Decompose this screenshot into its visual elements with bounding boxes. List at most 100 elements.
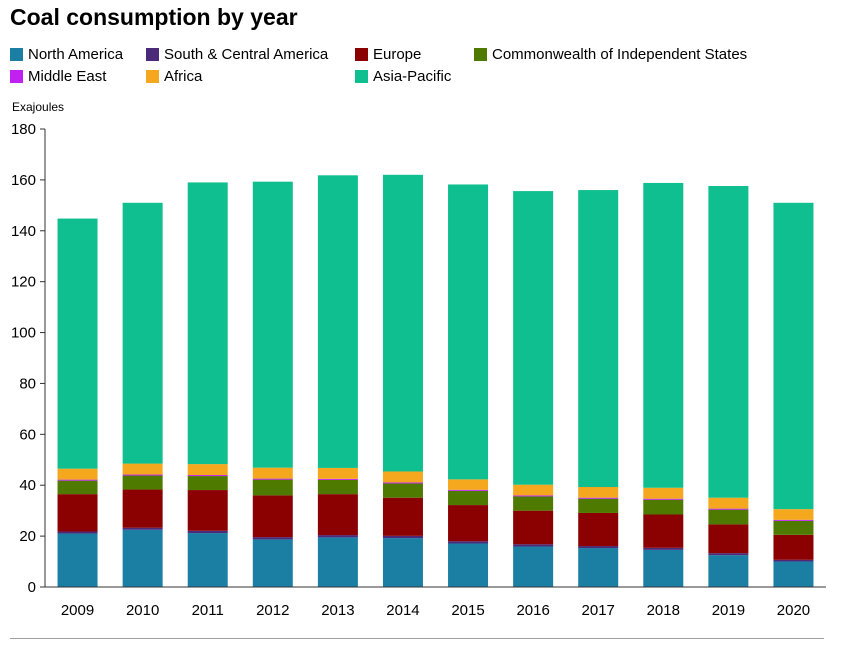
x-tick-label: 2011 bbox=[192, 602, 224, 619]
bar-segment-2010-0 bbox=[122, 529, 163, 587]
bar-segment-2009-2 bbox=[57, 494, 98, 532]
bar-segment-2017-5 bbox=[578, 487, 619, 498]
bar-segment-2013-4 bbox=[317, 478, 358, 480]
y-tick-label: 20 bbox=[19, 528, 36, 545]
x-tick-label: 2013 bbox=[321, 602, 354, 619]
legend-label: Commonwealth of Independent States bbox=[492, 46, 748, 63]
bar-segment-2016-1 bbox=[513, 544, 554, 547]
bar-segment-2011-5 bbox=[187, 464, 228, 476]
bar-segment-2011-6 bbox=[187, 182, 228, 465]
legend-label: North America bbox=[28, 46, 124, 63]
bar-segment-2016-3 bbox=[513, 496, 554, 511]
bar-segment-2012-0 bbox=[252, 539, 293, 587]
bar-segment-2015-5 bbox=[448, 479, 489, 490]
bar-segment-2015-6 bbox=[448, 184, 489, 480]
legend-swatch bbox=[146, 70, 159, 83]
bar-segment-2011-2 bbox=[187, 490, 228, 531]
bar-segment-2010-3 bbox=[122, 475, 163, 490]
legend-swatch bbox=[355, 70, 368, 83]
legend-swatch bbox=[10, 48, 23, 61]
bar-segment-2017-6 bbox=[578, 190, 619, 488]
x-tick-label: 2017 bbox=[582, 602, 615, 619]
bar-segment-2009-1 bbox=[57, 531, 98, 534]
bar-segment-2015-2 bbox=[448, 505, 489, 542]
y-tick-label: 80 bbox=[19, 375, 36, 392]
y-tick-label: 120 bbox=[11, 274, 36, 291]
bar-segment-2010-6 bbox=[122, 202, 163, 464]
y-tick-label: 140 bbox=[11, 223, 36, 240]
bar-segment-2011-1 bbox=[187, 530, 228, 534]
bar-segment-2017-4 bbox=[578, 497, 619, 499]
bar-segment-2014-3 bbox=[382, 483, 423, 498]
bar-segment-2016-2 bbox=[513, 510, 554, 545]
bar-segment-2018-0 bbox=[643, 549, 684, 587]
bar-segment-2009-0 bbox=[57, 533, 98, 587]
bar-segment-2018-1 bbox=[643, 547, 684, 550]
legend-label: Middle East bbox=[28, 68, 107, 85]
bar-segment-2013-2 bbox=[317, 494, 358, 536]
bar-segment-2020-3 bbox=[773, 520, 814, 535]
bar-segment-2014-1 bbox=[382, 535, 423, 539]
legend-label: Asia-Pacific bbox=[373, 68, 452, 85]
legend-swatch bbox=[355, 48, 368, 61]
bar-segment-2018-5 bbox=[643, 487, 684, 499]
bar-segment-2012-3 bbox=[252, 479, 293, 496]
y-axis-label: Exajoules bbox=[12, 100, 65, 114]
bar-segment-2019-4 bbox=[708, 508, 749, 510]
bar-segment-2009-6 bbox=[57, 218, 98, 469]
bar-segment-2013-3 bbox=[317, 479, 358, 495]
bar-segment-2020-5 bbox=[773, 509, 814, 520]
bar-segment-2015-4 bbox=[448, 489, 489, 491]
y-tick-label: 160 bbox=[11, 172, 36, 189]
x-tick-label: 2019 bbox=[712, 602, 745, 619]
bar-segment-2010-2 bbox=[122, 489, 163, 528]
bar-segment-2012-2 bbox=[252, 495, 293, 538]
legend-item-cis: Commonwealth of Independent States bbox=[474, 46, 747, 63]
bar-segment-2012-1 bbox=[252, 537, 293, 540]
y-tick-label: 40 bbox=[19, 477, 36, 494]
legend-item-europe: Europe bbox=[355, 46, 421, 63]
bar-segment-2019-2 bbox=[708, 524, 749, 554]
y-tick-label: 180 bbox=[11, 121, 36, 138]
bar-segment-2017-2 bbox=[578, 512, 619, 547]
bar-segment-2020-0 bbox=[773, 561, 814, 587]
legend-swatch bbox=[146, 48, 159, 61]
bar-segment-2009-4 bbox=[57, 479, 98, 481]
bar-segment-2016-0 bbox=[513, 546, 554, 587]
bar-segment-2010-4 bbox=[122, 474, 163, 476]
bar-segment-2019-3 bbox=[708, 509, 749, 525]
y-tick-label: 100 bbox=[11, 325, 36, 342]
chart-title: Coal consumption by year bbox=[10, 4, 298, 30]
bar-segment-2020-4 bbox=[773, 519, 814, 521]
bar-segment-2012-5 bbox=[252, 467, 293, 479]
bar-segment-2011-0 bbox=[187, 533, 228, 587]
bar-segment-2017-1 bbox=[578, 546, 619, 549]
legend-item-africa: Africa bbox=[146, 68, 202, 85]
y-tick-label: 0 bbox=[28, 579, 36, 596]
bar-segment-2019-6 bbox=[708, 186, 749, 498]
legend-label: Africa bbox=[164, 68, 203, 85]
bar-segment-2019-0 bbox=[708, 555, 749, 587]
bar-segment-2013-0 bbox=[317, 537, 358, 587]
bar-segment-2012-6 bbox=[252, 181, 293, 468]
legend-label: South & Central America bbox=[164, 46, 329, 63]
bar-segment-2018-4 bbox=[643, 498, 684, 500]
bar-segment-2013-1 bbox=[317, 535, 358, 538]
bar-segment-2009-3 bbox=[57, 480, 98, 495]
bar-segment-2012-4 bbox=[252, 478, 293, 480]
bar-segment-2018-3 bbox=[643, 499, 684, 515]
bar-segment-2017-3 bbox=[578, 498, 619, 513]
bar-segment-2017-0 bbox=[578, 548, 619, 587]
legend-item-north-america: North America bbox=[10, 46, 123, 63]
bar-segment-2014-5 bbox=[382, 471, 423, 483]
bar-segment-2020-1 bbox=[773, 559, 814, 562]
legend-item-asia-pacific: Asia-Pacific bbox=[355, 68, 451, 85]
bar-segment-2011-4 bbox=[187, 475, 228, 477]
x-tick-label: 2009 bbox=[61, 602, 94, 619]
bar-segment-2015-1 bbox=[448, 541, 489, 544]
bar-segment-2013-5 bbox=[317, 467, 358, 479]
bar-segment-2019-1 bbox=[708, 553, 749, 556]
legend-item-south-central-america: South & Central America bbox=[146, 46, 328, 63]
legend-swatch bbox=[474, 48, 487, 61]
bar-segment-2018-6 bbox=[643, 182, 684, 488]
